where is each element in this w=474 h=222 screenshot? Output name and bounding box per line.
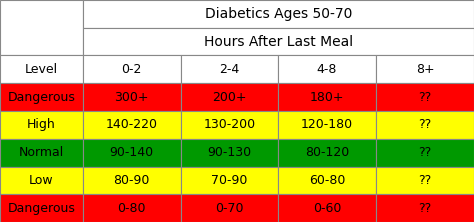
Text: Dangerous: Dangerous bbox=[8, 202, 75, 215]
FancyBboxPatch shape bbox=[83, 83, 181, 111]
Text: 120-180: 120-180 bbox=[301, 118, 353, 131]
Text: 0-80: 0-80 bbox=[118, 202, 146, 215]
Text: Level: Level bbox=[25, 63, 58, 76]
FancyBboxPatch shape bbox=[181, 56, 278, 83]
FancyBboxPatch shape bbox=[181, 83, 278, 111]
FancyBboxPatch shape bbox=[83, 56, 181, 83]
FancyBboxPatch shape bbox=[376, 83, 474, 111]
FancyBboxPatch shape bbox=[376, 166, 474, 194]
FancyBboxPatch shape bbox=[83, 28, 474, 56]
FancyBboxPatch shape bbox=[278, 194, 376, 222]
FancyBboxPatch shape bbox=[278, 139, 376, 166]
FancyBboxPatch shape bbox=[181, 111, 278, 139]
FancyBboxPatch shape bbox=[376, 56, 474, 83]
Text: 0-60: 0-60 bbox=[313, 202, 341, 215]
FancyBboxPatch shape bbox=[278, 166, 376, 194]
Text: ??: ?? bbox=[419, 202, 431, 215]
Text: Low: Low bbox=[29, 174, 54, 187]
FancyBboxPatch shape bbox=[278, 56, 376, 83]
Text: High: High bbox=[27, 118, 56, 131]
Text: 8+: 8+ bbox=[416, 63, 434, 76]
Text: Hours After Last Meal: Hours After Last Meal bbox=[204, 35, 353, 49]
FancyBboxPatch shape bbox=[376, 111, 474, 139]
Text: 300+: 300+ bbox=[115, 91, 149, 104]
Text: 90-130: 90-130 bbox=[207, 146, 252, 159]
Text: 90-140: 90-140 bbox=[109, 146, 154, 159]
Text: ??: ?? bbox=[419, 174, 431, 187]
Text: 4-8: 4-8 bbox=[317, 63, 337, 76]
FancyBboxPatch shape bbox=[0, 166, 83, 194]
Text: Diabetics Ages 50-70: Diabetics Ages 50-70 bbox=[205, 7, 352, 21]
FancyBboxPatch shape bbox=[0, 83, 83, 111]
FancyBboxPatch shape bbox=[181, 166, 278, 194]
FancyBboxPatch shape bbox=[83, 139, 181, 166]
FancyBboxPatch shape bbox=[0, 0, 83, 56]
FancyBboxPatch shape bbox=[83, 166, 181, 194]
Text: 0-2: 0-2 bbox=[122, 63, 142, 76]
Text: 130-200: 130-200 bbox=[203, 118, 255, 131]
Text: 60-80: 60-80 bbox=[309, 174, 345, 187]
Text: 180+: 180+ bbox=[310, 91, 344, 104]
Text: 80-90: 80-90 bbox=[114, 174, 150, 187]
FancyBboxPatch shape bbox=[83, 111, 181, 139]
FancyBboxPatch shape bbox=[83, 0, 474, 28]
Text: 80-120: 80-120 bbox=[305, 146, 349, 159]
FancyBboxPatch shape bbox=[278, 111, 376, 139]
FancyBboxPatch shape bbox=[0, 139, 83, 166]
Text: Normal: Normal bbox=[19, 146, 64, 159]
FancyBboxPatch shape bbox=[376, 139, 474, 166]
Text: 140-220: 140-220 bbox=[106, 118, 158, 131]
Text: ??: ?? bbox=[419, 146, 431, 159]
Text: Dangerous: Dangerous bbox=[8, 91, 75, 104]
FancyBboxPatch shape bbox=[376, 194, 474, 222]
FancyBboxPatch shape bbox=[278, 83, 376, 111]
Text: 2-4: 2-4 bbox=[219, 63, 239, 76]
Text: 70-90: 70-90 bbox=[211, 174, 247, 187]
FancyBboxPatch shape bbox=[0, 194, 83, 222]
FancyBboxPatch shape bbox=[0, 56, 83, 83]
Text: 200+: 200+ bbox=[212, 91, 246, 104]
Text: ??: ?? bbox=[419, 91, 431, 104]
FancyBboxPatch shape bbox=[0, 111, 83, 139]
FancyBboxPatch shape bbox=[181, 194, 278, 222]
Text: 0-70: 0-70 bbox=[215, 202, 244, 215]
FancyBboxPatch shape bbox=[181, 139, 278, 166]
FancyBboxPatch shape bbox=[83, 194, 181, 222]
Text: ??: ?? bbox=[419, 118, 431, 131]
